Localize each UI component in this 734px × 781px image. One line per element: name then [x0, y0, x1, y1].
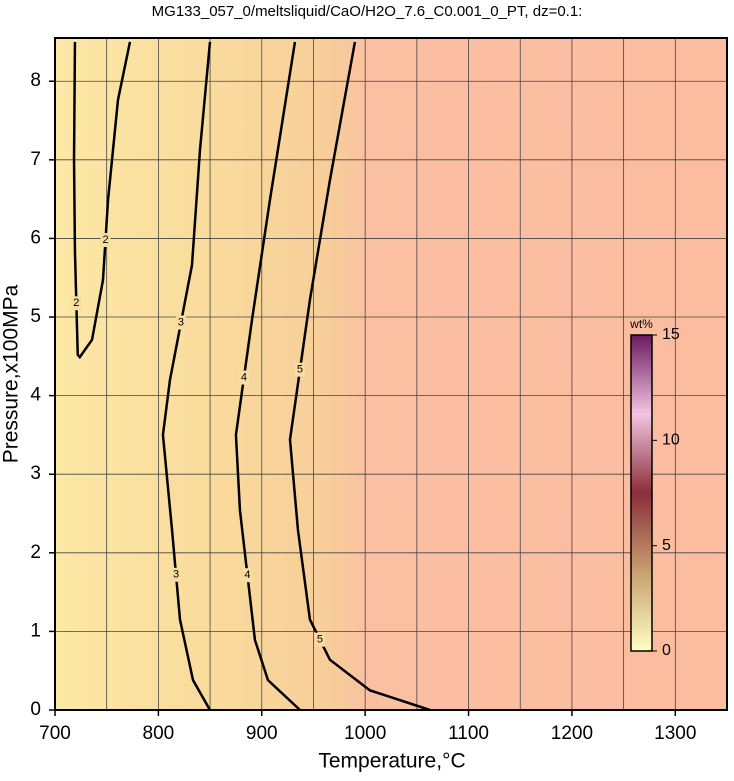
colorbar: wt% 0 5 10 15 [629, 317, 680, 659]
y-tick-label: 4 [30, 385, 41, 406]
x-axis-label: Temperature,°C [318, 750, 465, 773]
contour-label-bg [171, 567, 182, 582]
contour-label-bg [238, 370, 249, 385]
colorbar-tick-label: 5 [662, 537, 671, 554]
chart-title: MG133_057_0/meltsliquid/CaO/H2O_7.6_C0.0… [152, 3, 583, 20]
contour-label: 3 [178, 316, 184, 328]
contour-label-bg [71, 296, 82, 311]
contour-line [72, 41, 132, 360]
contour-label: 5 [297, 364, 303, 376]
contours: 2 2 3 3 4 4 5 5 [71, 41, 431, 712]
contour-label-bg [100, 232, 111, 247]
colorbar-ramp [630, 334, 653, 652]
x-tick-label: 1300 [654, 723, 696, 744]
y-tick-label: 5 [30, 306, 41, 327]
plot-background [55, 38, 727, 710]
x-tick-label: 800 [143, 723, 175, 744]
contour-label: 3 [173, 569, 179, 581]
contour-line [161, 41, 212, 711]
colorbar-tick-label: 0 [662, 642, 671, 659]
colorbar-tick-label: 15 [662, 326, 680, 343]
x-tick-label: 1000 [344, 723, 386, 744]
colorbar-tick-label: 10 [662, 432, 680, 449]
contour-line [234, 41, 301, 711]
y-tick-label: 0 [30, 699, 41, 720]
contour-label-bg [314, 632, 325, 647]
y-axis-label: Pressure,x100MPa [0, 284, 23, 463]
y-tick-label: 3 [30, 463, 41, 484]
y-tick-label: 6 [30, 227, 41, 248]
axes: 700 800 900 1000 1100 1200 1300 0 1 2 3 4 5 6 7 8 [30, 70, 696, 744]
y-tick-label: 1 [30, 620, 41, 641]
contour-label: 5 [317, 634, 323, 646]
x-tick-label: 1100 [448, 723, 489, 744]
x-tick-label: 1200 [551, 723, 593, 744]
colorbar-label: wt% [629, 317, 653, 331]
contour-label: 4 [244, 569, 250, 581]
contour-line [288, 41, 431, 712]
contour-label: 2 [73, 297, 79, 309]
contour-label: 4 [241, 371, 247, 383]
y-tick-label: 2 [30, 542, 41, 563]
plot-frame [54, 37, 728, 711]
contour-label-bg [242, 568, 253, 583]
contour-label-bg [294, 362, 305, 377]
x-tick-label: 700 [39, 723, 71, 744]
y-tick-label: 8 [30, 70, 41, 91]
contour-label: 2 [102, 234, 108, 246]
y-tick-label: 7 [30, 149, 41, 170]
contour-label-bg [175, 315, 186, 330]
x-tick-label: 900 [246, 723, 278, 744]
